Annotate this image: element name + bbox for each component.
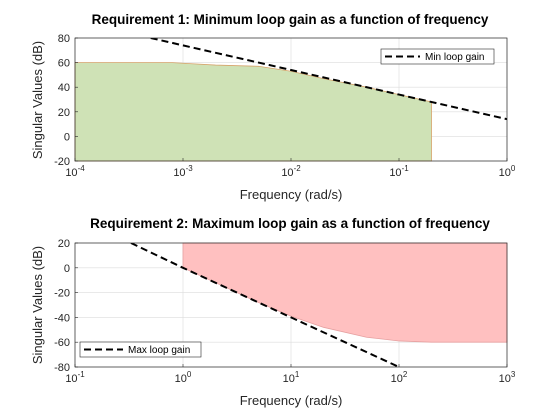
chart-1: Requirement 1: Minimum loop gain as a fu… xyxy=(30,12,516,202)
chart-1-legend-label: Min loop gain xyxy=(425,52,484,63)
chart-1-legend-box xyxy=(380,48,495,65)
chart-1-x-tick-label: 10-3 xyxy=(173,164,193,179)
chart-2-x-tick-labels: 10-1 100 101 102 103 xyxy=(65,364,516,385)
chart-2-y-tick-label: -80 xyxy=(54,362,70,374)
chart-2-xlabel: Frequency (rad/s) xyxy=(240,393,343,408)
chart-1-y-tick-label: 0 xyxy=(64,131,70,143)
chart-2-x-tick-label: 10-1 xyxy=(65,370,85,385)
chart-2-y-tick-label: 0 xyxy=(64,263,70,275)
chart-2-y-tick-label: -20 xyxy=(54,288,70,300)
chart-1-x-tick-label: 10-2 xyxy=(281,164,301,179)
chart-2-x-tick-label: 100 xyxy=(175,370,192,385)
chart-1-x-tick-label: 100 xyxy=(499,164,516,179)
chart-1-x-tick-labels: 10-4 10-3 10-2 10-1 100 xyxy=(65,158,516,179)
chart-1-y-tick-label: 20 xyxy=(58,107,70,119)
chart-2-y-tick-labels: -80 -60 -40 -20 0 20 xyxy=(54,238,78,374)
chart-2-y-tick-label: -60 xyxy=(54,337,70,349)
chart-1-legend: Min loop gain xyxy=(380,48,495,65)
chart-2: Requirement 2: Maximum loop gain as a fu… xyxy=(30,216,516,408)
chart-1-y-tick-label: -20 xyxy=(54,156,70,168)
chart-2-legend-box xyxy=(79,341,202,358)
chart-1-ylabel: Singular Values (dB) xyxy=(30,41,45,159)
chart-1-y-tick-label: 80 xyxy=(58,33,70,45)
chart-1-min-loop-gain-line xyxy=(146,38,507,121)
chart-2-ylabel: Singular Values (dB) xyxy=(30,246,45,364)
chart-1-x-tick-label: 10-4 xyxy=(65,164,85,179)
chart-1-x-tick-label: 10-1 xyxy=(389,164,409,179)
chart-2-title: Requirement 2: Maximum loop gain as a fu… xyxy=(90,216,490,231)
chart-2-y-tick-label: 20 xyxy=(58,238,70,250)
chart-2-x-tick-label: 102 xyxy=(391,370,408,385)
chart-2-x-tick-label: 103 xyxy=(499,370,516,385)
chart-1-title: Requirement 1: Minimum loop gain as a fu… xyxy=(92,12,489,27)
chart-2-max-loop-gain-line xyxy=(130,243,400,367)
chart-2-x-tick-label: 101 xyxy=(283,370,300,385)
chart-2-legend-label: Max loop gain xyxy=(128,345,190,356)
chart-1-y-tick-label: 60 xyxy=(58,58,70,70)
chart-2-legend: Max loop gain xyxy=(79,341,202,358)
chart-2-y-tick-label: -40 xyxy=(54,312,70,324)
chart-1-region xyxy=(74,62,432,162)
chart-1-y-tick-label: 40 xyxy=(58,82,70,94)
chart-1-y-tick-labels: -20 0 20 40 60 80 xyxy=(54,33,78,168)
chart-1-xlabel: Frequency (rad/s) xyxy=(240,187,343,202)
